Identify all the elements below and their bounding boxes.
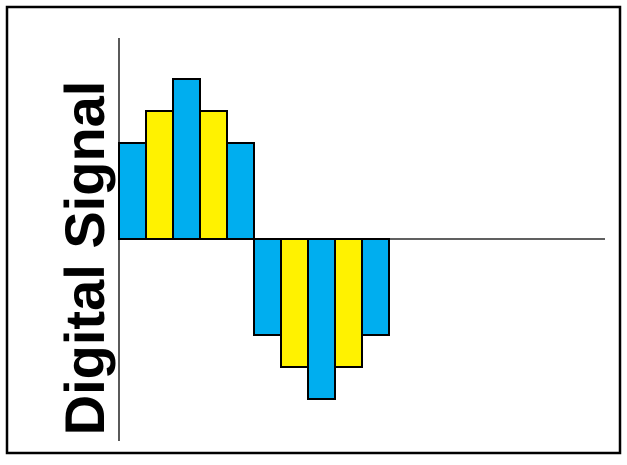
signal-bar-3 [172,78,201,240]
signal-bar-5 [226,142,255,240]
signal-bar-4 [199,110,228,240]
outer-border [5,5,622,455]
signal-bar-6 [253,238,282,336]
signal-bar-1 [118,142,147,240]
signal-bar-2 [145,110,174,240]
signal-bar-7 [280,238,309,368]
signal-bar-10 [361,238,390,336]
diagram-title: Digital Signal [53,81,116,436]
signal-bar-8 [307,238,336,400]
signal-bar-9 [334,238,363,368]
